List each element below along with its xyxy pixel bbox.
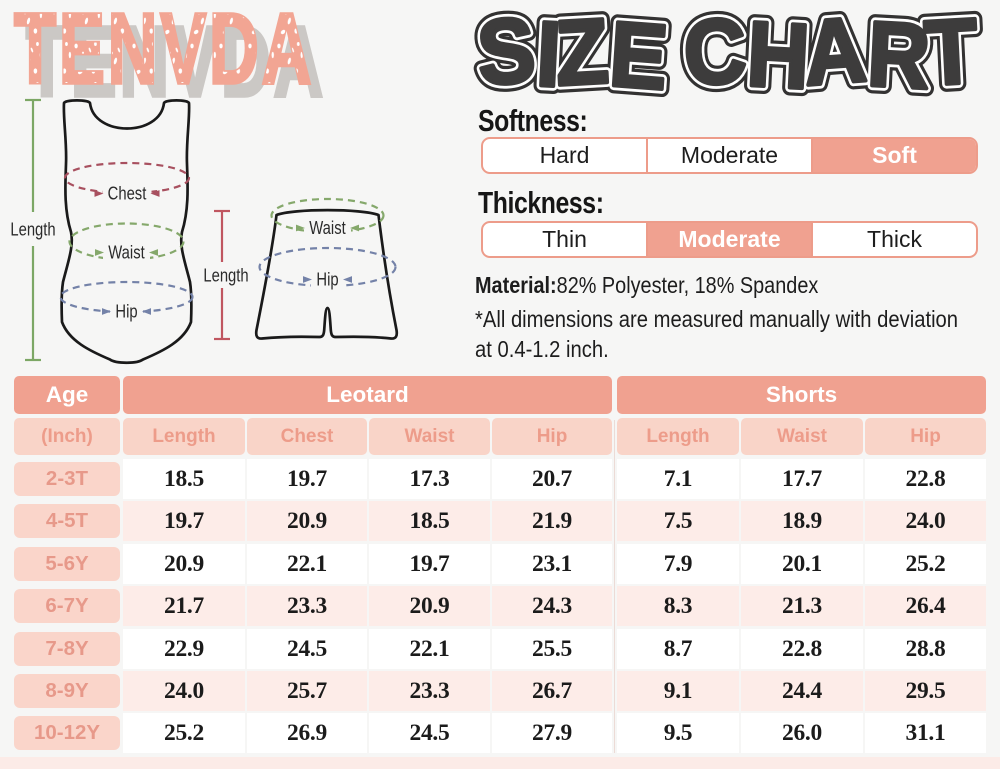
svg-text:Waist: Waist bbox=[309, 217, 346, 238]
svg-text:SIZE CHART: SIZE CHART bbox=[474, 0, 979, 109]
svg-text:Hip: Hip bbox=[115, 301, 137, 322]
svg-text:TENVDA: TENVDA bbox=[14, 0, 314, 105]
svg-text:SIZE CHART: SIZE CHART bbox=[474, 0, 979, 109]
svg-text:Length: Length bbox=[10, 219, 55, 240]
svg-text:Hip: Hip bbox=[316, 269, 338, 290]
svg-text:Chest: Chest bbox=[108, 183, 147, 204]
svg-text:SIZE CHART: SIZE CHART bbox=[474, 0, 979, 109]
svg-text:Waist: Waist bbox=[108, 242, 145, 263]
svg-text:Length: Length bbox=[203, 265, 248, 286]
